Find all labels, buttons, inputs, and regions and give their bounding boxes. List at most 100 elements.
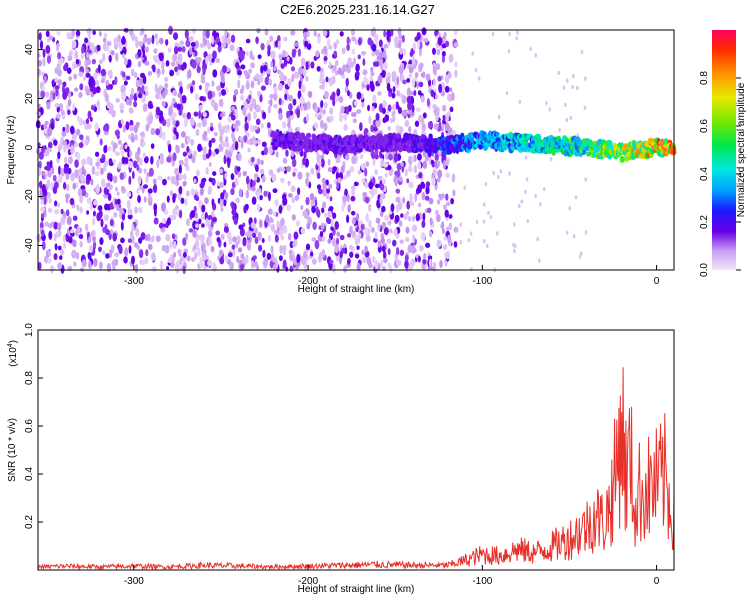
spectrogram-cell bbox=[499, 169, 503, 174]
spectrogram-cell bbox=[360, 223, 365, 231]
spectrogram-cell bbox=[135, 79, 140, 88]
spectrogram-cell bbox=[367, 37, 373, 46]
spectrogram-cell bbox=[339, 234, 345, 241]
spectrogram-cell bbox=[238, 224, 244, 230]
spectrogram-cell bbox=[192, 229, 197, 238]
spectrogram-cell bbox=[337, 177, 342, 184]
spectrogram-cell bbox=[379, 150, 382, 159]
spectrogram-cell bbox=[210, 219, 214, 228]
spectrogram-cell bbox=[423, 37, 429, 43]
spectrogram-cell bbox=[199, 188, 204, 196]
spectrogram-cell bbox=[61, 85, 66, 94]
spectrogram-cell bbox=[242, 106, 247, 116]
spectrogram-cell bbox=[44, 221, 49, 227]
spectrogram-cell bbox=[230, 34, 236, 43]
spectrogram-cell bbox=[323, 101, 328, 109]
spectrogram-cell bbox=[86, 58, 91, 65]
x-tick-label: -100 bbox=[472, 276, 492, 287]
spectrogram-cell bbox=[66, 216, 72, 226]
spectrogram-cell bbox=[151, 235, 155, 243]
spectrogram-cell bbox=[310, 167, 315, 175]
spectrogram-cell bbox=[57, 222, 62, 231]
spectrogram-cell bbox=[87, 251, 92, 260]
spectrogram-cell bbox=[162, 178, 167, 186]
spectrogram-cell bbox=[95, 185, 100, 194]
x-tick-label: -300 bbox=[124, 576, 144, 587]
spectrogram-cell bbox=[496, 174, 500, 180]
spectrogram-cell bbox=[207, 229, 213, 238]
spectrogram-cell bbox=[302, 157, 307, 166]
spectrogram-cell bbox=[282, 259, 287, 269]
spectrogram-cell bbox=[81, 259, 87, 268]
spectrogram-cell bbox=[41, 170, 46, 176]
spectrogram-cell bbox=[194, 50, 198, 57]
spectrogram-cell bbox=[54, 103, 60, 108]
spectrogram-cell bbox=[335, 39, 340, 45]
spectrogram-cell bbox=[444, 122, 450, 132]
spectrogram-cell bbox=[170, 176, 176, 185]
spectrogram-cell bbox=[250, 62, 255, 69]
spectrogram-cell bbox=[447, 71, 452, 79]
spectrogram-cell bbox=[86, 156, 92, 165]
spectrogram-cell bbox=[84, 63, 88, 69]
spectrogram-cell bbox=[44, 173, 48, 180]
spectrogram-cell bbox=[348, 104, 352, 112]
spectrogram-cell bbox=[240, 64, 246, 70]
spectrogram-cell bbox=[166, 156, 172, 163]
spectrogram-cell bbox=[133, 93, 138, 102]
spectrogram-cell bbox=[306, 100, 311, 110]
spectrogram-cell bbox=[323, 212, 328, 218]
spectrogram-cell bbox=[186, 145, 190, 153]
spectrogram-cell bbox=[240, 94, 245, 101]
spectrogram-cell bbox=[153, 217, 159, 225]
spectrogram-cell bbox=[441, 54, 446, 64]
spectrogram-cell bbox=[383, 257, 388, 264]
spectrogram-cell bbox=[572, 234, 576, 239]
spectrogram-cell bbox=[172, 32, 179, 40]
spectrogram-cell bbox=[418, 255, 421, 263]
spectrogram-cell bbox=[434, 94, 438, 100]
spectrogram-cell bbox=[137, 146, 141, 156]
spectrogram-cell bbox=[233, 216, 238, 225]
spectrogram-cell bbox=[410, 156, 415, 162]
spectrogram-cell bbox=[103, 187, 108, 195]
spectrogram-cell bbox=[267, 48, 271, 57]
spectrogram-cell bbox=[80, 51, 85, 60]
spectrogram-cell bbox=[40, 206, 45, 212]
spectrogram-cell bbox=[453, 226, 459, 233]
spectrogram-cell bbox=[226, 38, 232, 45]
spectrogram-cell bbox=[347, 90, 350, 97]
spectrogram-cell bbox=[99, 59, 103, 65]
spectrogram-cell bbox=[207, 215, 213, 220]
spectrogram-cell bbox=[163, 209, 169, 215]
spectrogram-cell bbox=[319, 84, 325, 90]
spectrogram-cell bbox=[255, 264, 260, 271]
spectrogram-cell bbox=[568, 206, 572, 211]
spectrogram-cell bbox=[343, 124, 348, 131]
spectrogram-cell bbox=[330, 226, 334, 231]
spectrogram-cell bbox=[411, 104, 415, 113]
spectrogram-cell bbox=[223, 241, 227, 248]
spectrogram-cell bbox=[400, 213, 404, 218]
spectrogram-cell bbox=[298, 66, 303, 76]
spectrogram-cell bbox=[283, 59, 288, 66]
spectrogram-cell bbox=[195, 169, 200, 177]
spectrogram-cell bbox=[536, 237, 539, 242]
spectrogram-cell bbox=[447, 234, 452, 244]
spectrogram-cell bbox=[37, 59, 43, 67]
spectrogram-cell bbox=[201, 212, 205, 221]
spectrogram-cell bbox=[352, 118, 357, 124]
spectrogram-cell bbox=[114, 186, 118, 192]
spectrogram-cell bbox=[244, 122, 249, 132]
spectrogram-cell bbox=[326, 116, 330, 123]
spectrogram-cell bbox=[43, 124, 48, 129]
spectrogram-cell bbox=[133, 124, 138, 134]
spectrogram-cell bbox=[153, 48, 158, 54]
spectrogram-cell bbox=[100, 68, 106, 77]
spectrogram-cell bbox=[482, 238, 486, 244]
spectrogram-cell bbox=[385, 76, 391, 85]
spectrogram-cell bbox=[210, 122, 214, 127]
spectrogram-cell bbox=[75, 252, 80, 260]
spectrogram-cell bbox=[355, 63, 360, 73]
spectrogram-cell bbox=[316, 184, 322, 190]
